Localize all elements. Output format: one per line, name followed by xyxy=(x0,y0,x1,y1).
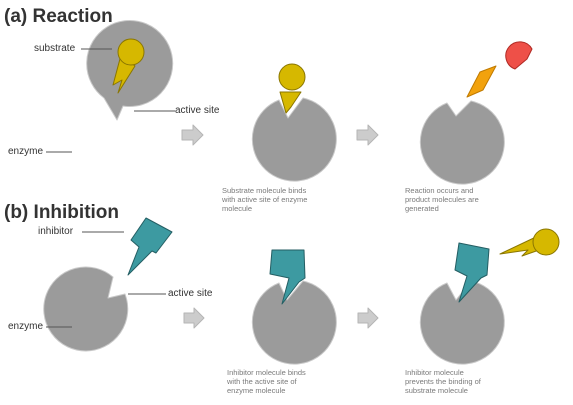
product-diamond xyxy=(466,65,497,98)
inhibitor-molecule xyxy=(269,249,306,305)
caption-inhibitor-binds: Inhibitor molecule binds with the active… xyxy=(227,368,377,395)
caption-reaction-occurs: Reaction occurs and product molecules ar… xyxy=(405,186,555,213)
arrow-right-icon xyxy=(357,307,379,329)
caption-inhibitor-prevents: Inhibitor molecule prevents the binding … xyxy=(405,368,555,395)
inhibitor-label: inhibitor xyxy=(38,226,74,237)
section-title-reaction: (a) Reaction xyxy=(4,6,113,27)
active-site-label: active site xyxy=(168,288,213,299)
caption-line: with active site of enzyme xyxy=(222,195,308,204)
leader-lines xyxy=(46,48,175,328)
inhibitor-molecule xyxy=(127,217,173,276)
enzyme-shape xyxy=(419,100,505,185)
caption-line: Substrate molecule binds xyxy=(222,186,307,195)
section-title-inhibition: (b) Inhibition xyxy=(4,202,120,223)
enzyme-shape xyxy=(251,280,337,365)
caption-line: prevents the binding of xyxy=(405,377,481,386)
substrate-label: substrate xyxy=(34,43,76,54)
caption-line: with the active site of xyxy=(227,377,297,386)
caption-line: product molecules are xyxy=(405,195,479,204)
inhibitor-molecule xyxy=(454,242,490,303)
caption-line: Inhibitor molecule xyxy=(405,368,464,377)
enzyme-label: enzyme xyxy=(8,321,44,332)
caption-line: Reaction occurs and xyxy=(405,186,474,195)
caption-line: generated xyxy=(405,204,439,213)
active-site-label: active site xyxy=(175,105,220,116)
enzyme-shape xyxy=(419,280,505,365)
caption-line: Inhibitor molecule binds xyxy=(227,368,306,377)
enzyme-label: enzyme xyxy=(8,146,44,157)
caption-line: enzyme molecule xyxy=(227,386,286,395)
arrow-right-icon xyxy=(356,124,379,146)
product-pacman xyxy=(505,41,533,70)
substrate-molecule xyxy=(499,228,560,257)
caption-line: substrate molecule xyxy=(405,386,468,395)
caption-line: molecule xyxy=(222,204,253,213)
substrate-molecule xyxy=(112,38,145,94)
substrate-molecule xyxy=(278,63,306,114)
arrow-right-icon xyxy=(181,124,204,146)
enzyme-shape xyxy=(43,266,129,352)
arrow-right-icon xyxy=(183,307,205,329)
enzyme-shape xyxy=(251,97,337,182)
caption-substrate-binds: Substrate molecule binds with active sit… xyxy=(222,186,372,213)
